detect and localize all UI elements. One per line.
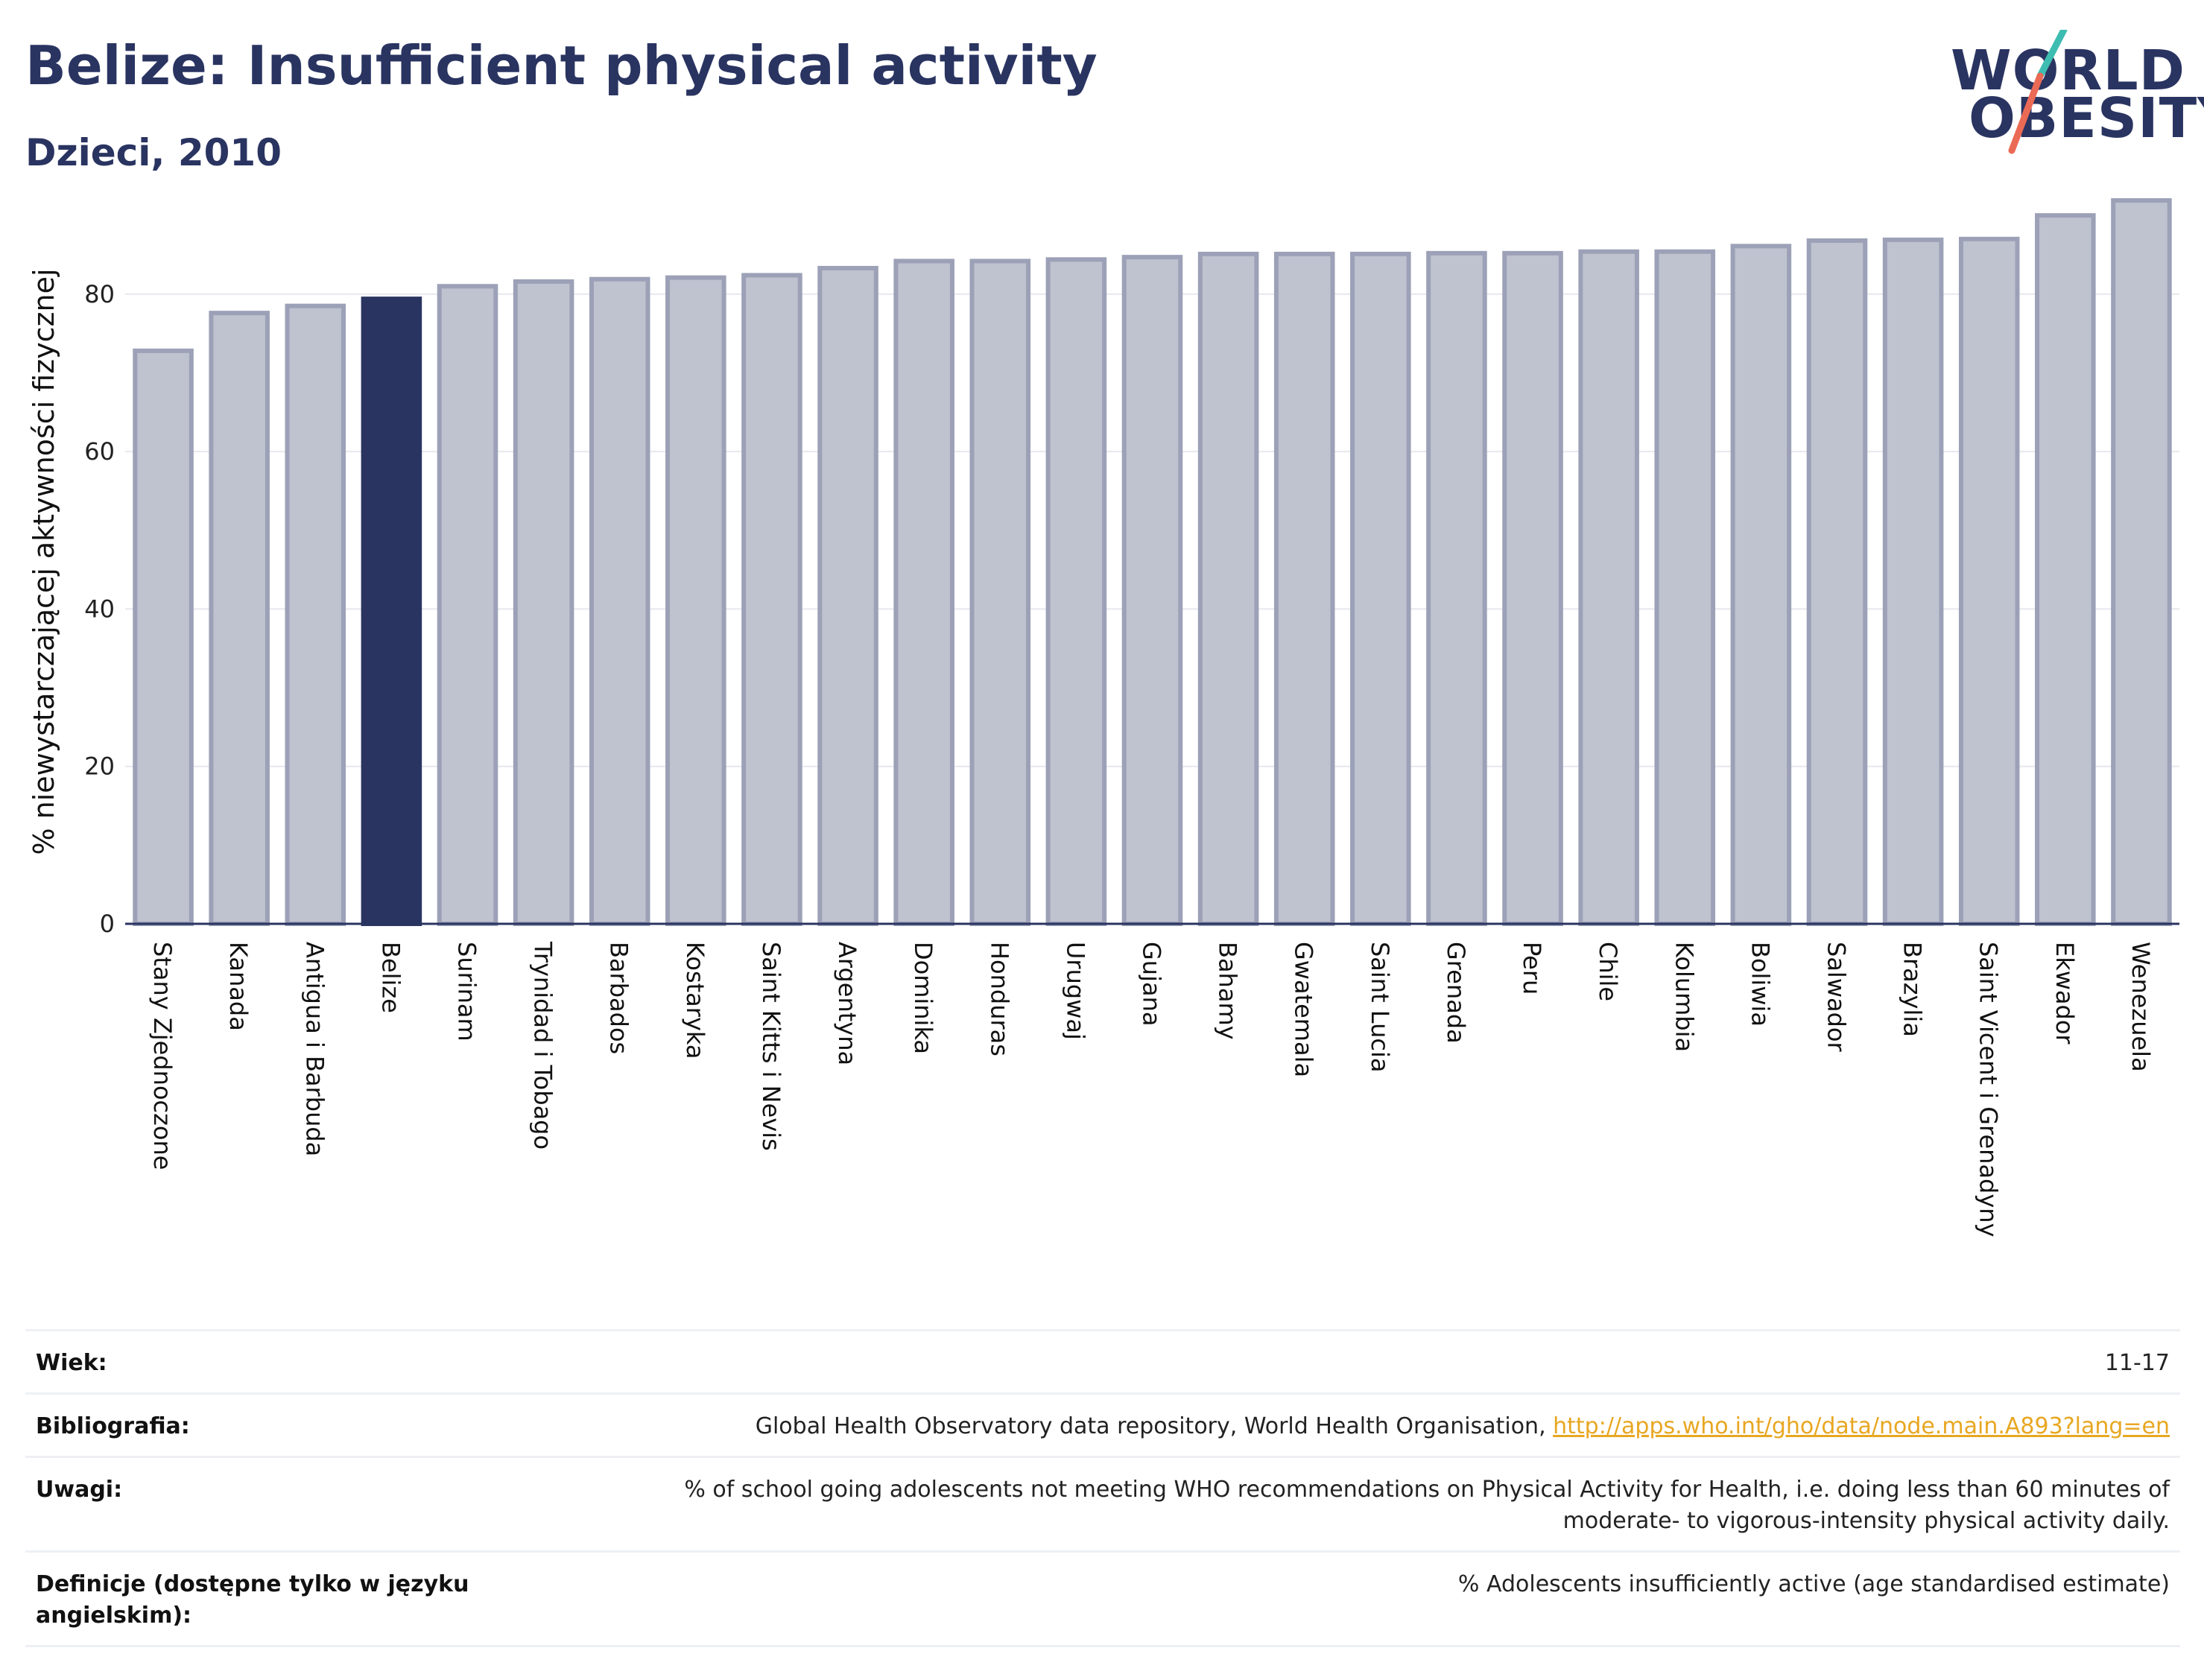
x-category-label: Saint Lucia	[1366, 942, 1394, 1072]
x-category-label: Kolumbia	[1670, 942, 1698, 1052]
bars	[133, 198, 2172, 927]
bar[interactable]	[1350, 251, 1411, 926]
bar[interactable]	[1197, 251, 1259, 926]
bar[interactable]	[665, 275, 726, 927]
bar-chart: 0 20 40 60 80 Stany Zjednoczone Kanada Antigua…	[28, 198, 2179, 1237]
x-category-label: Dominika	[909, 942, 937, 1054]
meta-row-definitions: Definicje (dostępne tylko w języku angie…	[25, 1550, 2180, 1647]
metadata-table: Wiek: 11-17 Bibliografia: Global Health …	[25, 1329, 2180, 1647]
bar[interactable]	[1806, 238, 1868, 926]
y-tick-label: 80	[84, 280, 115, 308]
x-category-label: Brazylia	[1899, 942, 1927, 1037]
x-category-label: Boliwia	[1746, 942, 1774, 1027]
x-category-label: Antigua i Barbuda	[300, 942, 329, 1156]
x-category-label: Urugwaj	[1061, 942, 1089, 1040]
bibliography-link[interactable]: http://apps.who.int/gho/data/node.main.A…	[1553, 1413, 2170, 1439]
bar-highlight[interactable]	[361, 297, 422, 926]
y-axis-label: % niewystarczającej aktywności fizycznej	[28, 268, 60, 855]
meta-value-notes: % of school going adolescents not meetin…	[684, 1477, 2170, 1534]
world-obesity-logo[interactable]: WORLD OBESITY	[1937, 30, 2204, 164]
meta-key-notes: Uwagi:	[36, 1477, 123, 1503]
bar[interactable]	[1882, 237, 1944, 926]
bar[interactable]	[1121, 255, 1183, 926]
y-tick-label: 20	[84, 752, 115, 781]
y-tick-label: 60	[84, 437, 115, 466]
logo-word-obesity: OBESITY	[1969, 86, 2204, 150]
x-category-label: Honduras	[985, 942, 1013, 1056]
logo-word-world: WORLD	[1951, 39, 2186, 103]
bar[interactable]	[2035, 213, 2096, 927]
x-category-label: Saint Vicent i Grenadyny	[1975, 942, 2003, 1237]
x-category-label: Surinam	[453, 942, 481, 1042]
x-category-label: Peru	[1518, 942, 1546, 995]
bar[interactable]	[1045, 257, 1107, 926]
x-category-label: Argentyna	[833, 942, 861, 1065]
meta-value-bibliography: Global Health Observatory data repositor…	[756, 1411, 2170, 1442]
x-category-label: Chile	[1594, 942, 1622, 1001]
meta-key-age: Wiek:	[36, 1350, 107, 1376]
bar[interactable]	[209, 311, 270, 926]
bibliography-text: Global Health Observatory data repositor…	[755, 1413, 1554, 1439]
x-category-label: Kostaryka	[681, 942, 709, 1059]
bar[interactable]	[1426, 250, 1487, 926]
bar[interactable]	[1958, 236, 2020, 926]
bar[interactable]	[1273, 251, 1335, 926]
chart-title: Belize: Insufficient physical activity	[25, 34, 1098, 97]
meta-value-age: 11-17	[2104, 1350, 2170, 1376]
x-category-label: Gujana	[1138, 942, 1166, 1026]
x-category-label: Saint Kitts i Nevis	[757, 942, 785, 1151]
x-category-label: Gwatemala	[1290, 942, 1318, 1077]
logo-slash-icon	[2008, 30, 2068, 154]
bar[interactable]	[1654, 249, 1716, 927]
meta-key-definitions: Definicje (dostępne tylko w języku angie…	[36, 1571, 469, 1629]
meta-key-bibliography: Bibliografia:	[36, 1413, 190, 1439]
bar[interactable]	[741, 273, 802, 926]
meta-row-bibliography: Bibliografia: Global Health Observatory …	[25, 1392, 2180, 1456]
bar[interactable]	[513, 279, 574, 927]
y-tick-label: 0	[100, 910, 115, 938]
y-tick-label: 40	[84, 595, 115, 623]
bar[interactable]	[1578, 249, 1639, 927]
bar[interactable]	[437, 284, 498, 926]
bar[interactable]	[2111, 198, 2172, 927]
meta-value-definitions: % Adolescents insufficiently active (age…	[1457, 1571, 2170, 1597]
bar[interactable]	[285, 303, 346, 926]
y-tick-labels: 0 20 40 60 80	[84, 280, 115, 938]
meta-row-notes: Uwagi: % of school going adolescents not…	[25, 1456, 2180, 1550]
x-category-label: Belize	[376, 942, 405, 1013]
bar[interactable]	[893, 259, 954, 927]
bar[interactable]	[817, 265, 878, 926]
x-category-label: Barbados	[605, 942, 633, 1054]
bar[interactable]	[969, 259, 1031, 927]
x-category-label: Wenezuela	[2127, 942, 2155, 1072]
bar[interactable]	[133, 348, 194, 926]
chart-subtitle: Dzieci, 2010	[25, 131, 282, 174]
x-category-label: Grenada	[1442, 942, 1470, 1044]
x-category-label: Trynidad i Tobago	[529, 941, 557, 1150]
x-category-labels: Stany Zjednoczone Kanada Antigua i Barbuda…	[148, 941, 2155, 1237]
x-category-label: Bahamy	[1214, 942, 1242, 1040]
bar[interactable]	[1730, 244, 1792, 927]
x-category-label: Kanada	[224, 942, 253, 1031]
x-category-label: Salwador	[1823, 942, 1851, 1052]
meta-row-age: Wiek: 11-17	[25, 1329, 2180, 1392]
x-category-label: Stany Zjednoczone	[148, 942, 177, 1170]
bar[interactable]	[1502, 250, 1563, 926]
bar[interactable]	[589, 276, 650, 927]
x-category-label: Ekwador	[2051, 942, 2079, 1045]
